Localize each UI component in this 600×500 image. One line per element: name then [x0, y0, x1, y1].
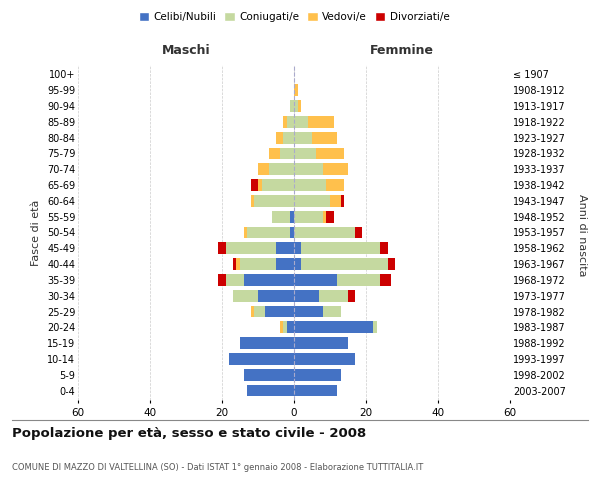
Bar — [326, 211, 334, 222]
Bar — [240, 337, 294, 349]
Bar — [226, 274, 244, 286]
Bar — [294, 322, 373, 333]
Bar — [294, 290, 319, 302]
Bar — [226, 242, 276, 254]
Bar — [355, 226, 362, 238]
Bar — [251, 179, 258, 191]
Bar — [294, 179, 326, 191]
Bar — [323, 164, 348, 175]
Bar — [254, 306, 265, 318]
Bar — [294, 274, 337, 286]
Bar — [269, 164, 294, 175]
Bar — [280, 322, 283, 333]
Bar — [294, 132, 312, 143]
Bar — [294, 195, 330, 207]
Bar — [233, 290, 258, 302]
Text: Popolazione per età, sesso e stato civile - 2008: Popolazione per età, sesso e stato civil… — [12, 428, 366, 440]
Y-axis label: Fasce di età: Fasce di età — [31, 200, 41, 266]
Bar — [380, 242, 388, 254]
Bar — [290, 226, 294, 238]
Bar — [316, 148, 344, 160]
Bar — [218, 242, 226, 254]
Bar — [236, 258, 240, 270]
Bar — [388, 258, 395, 270]
Bar — [283, 322, 287, 333]
Bar — [294, 148, 316, 160]
Bar — [294, 116, 308, 128]
Bar — [258, 179, 262, 191]
Bar — [280, 148, 294, 160]
Bar — [283, 116, 287, 128]
Bar — [265, 306, 294, 318]
Bar — [287, 116, 294, 128]
Bar — [269, 148, 280, 160]
Bar — [301, 258, 388, 270]
Bar — [276, 242, 294, 254]
Bar — [294, 353, 355, 365]
Text: Femmine: Femmine — [370, 44, 434, 57]
Bar — [348, 290, 355, 302]
Bar — [312, 132, 337, 143]
Bar — [276, 132, 283, 143]
Bar — [258, 164, 269, 175]
Legend: Celibi/Nubili, Coniugati/e, Vedovi/e, Divorziati/e: Celibi/Nubili, Coniugati/e, Vedovi/e, Di… — [134, 8, 454, 26]
Bar — [294, 84, 298, 96]
Bar — [294, 100, 298, 112]
Text: Anni di nascita: Anni di nascita — [577, 194, 587, 276]
Bar — [247, 384, 294, 396]
Bar — [283, 132, 294, 143]
Bar — [229, 353, 294, 365]
Bar — [244, 369, 294, 380]
Bar — [240, 258, 276, 270]
Bar — [251, 195, 254, 207]
Bar — [251, 306, 254, 318]
Bar — [301, 242, 380, 254]
Bar — [323, 211, 326, 222]
Bar — [218, 274, 226, 286]
Bar — [298, 100, 301, 112]
Bar — [276, 258, 294, 270]
Bar — [247, 226, 290, 238]
Bar — [294, 384, 337, 396]
Bar — [319, 290, 348, 302]
Bar — [337, 274, 380, 286]
Bar — [380, 274, 391, 286]
Bar — [330, 195, 341, 207]
Bar — [244, 274, 294, 286]
Bar — [373, 322, 377, 333]
Bar — [254, 195, 294, 207]
Bar — [294, 369, 341, 380]
Bar — [326, 179, 344, 191]
Bar — [244, 226, 247, 238]
Bar — [294, 337, 348, 349]
Bar — [272, 211, 290, 222]
Bar — [294, 164, 323, 175]
Bar — [290, 211, 294, 222]
Bar — [294, 226, 355, 238]
Bar — [294, 211, 323, 222]
Bar — [262, 179, 294, 191]
Bar — [341, 195, 344, 207]
Bar — [287, 322, 294, 333]
Bar — [258, 290, 294, 302]
Bar — [233, 258, 236, 270]
Bar — [323, 306, 341, 318]
Bar — [294, 258, 301, 270]
Bar — [290, 100, 294, 112]
Text: Maschi: Maschi — [161, 44, 211, 57]
Bar — [308, 116, 334, 128]
Bar — [294, 306, 323, 318]
Bar — [294, 242, 301, 254]
Text: COMUNE DI MAZZO DI VALTELLINA (SO) - Dati ISTAT 1° gennaio 2008 - Elaborazione T: COMUNE DI MAZZO DI VALTELLINA (SO) - Dat… — [12, 462, 423, 471]
